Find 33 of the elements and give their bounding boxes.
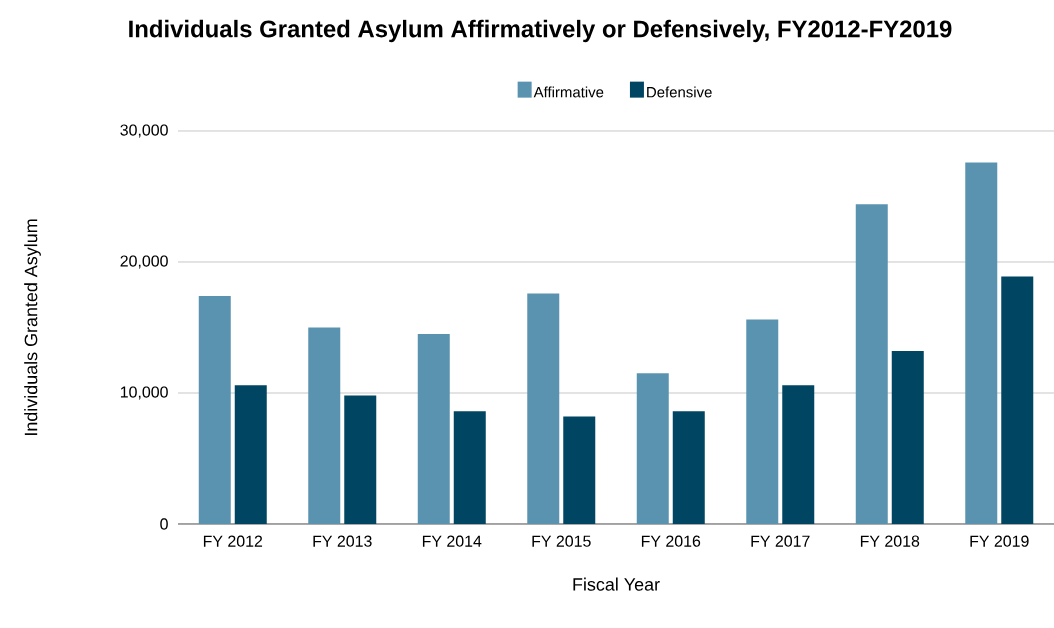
y-tick-label: 20,000 <box>120 255 168 269</box>
bar <box>198 296 231 524</box>
x-tick-label: FY 2015 <box>532 535 591 547</box>
bar <box>1001 276 1034 524</box>
legend-label: Defensive <box>647 86 712 98</box>
bar <box>965 162 998 524</box>
bar <box>234 385 267 524</box>
x-axis-title: Fiscal Year <box>573 577 660 591</box>
bar <box>855 204 888 524</box>
bar <box>453 411 486 524</box>
bar <box>308 327 341 524</box>
y-tick-label: 0 <box>160 518 168 530</box>
bar <box>782 385 815 524</box>
bar <box>417 334 450 524</box>
x-tick-label: FY 2013 <box>313 535 372 547</box>
bar <box>527 293 560 524</box>
y-axis-title: Individuals Granted Asylum <box>24 219 41 435</box>
x-tick-label: FY 2019 <box>970 535 1029 547</box>
y-tick-label: 30,000 <box>120 124 168 138</box>
bar <box>344 395 377 524</box>
bar <box>563 416 596 524</box>
x-tick-label: FY 2012 <box>203 535 263 547</box>
bar <box>672 411 705 524</box>
legend-label: Affirmative <box>533 86 604 98</box>
y-tick-label: 10,000 <box>120 386 168 400</box>
x-tick-label: FY 2017 <box>751 535 810 547</box>
x-tick-label: FY 2018 <box>860 535 920 547</box>
bar <box>636 373 669 524</box>
chart-title: Individuals Granted Asylum Affirmatively or Defensively, FY2012-FY2019 <box>129 19 952 43</box>
x-tick-label: FY 2016 <box>641 535 701 547</box>
bar <box>891 351 924 524</box>
x-tick-label: FY 2014 <box>422 535 482 547</box>
bar <box>746 319 779 524</box>
